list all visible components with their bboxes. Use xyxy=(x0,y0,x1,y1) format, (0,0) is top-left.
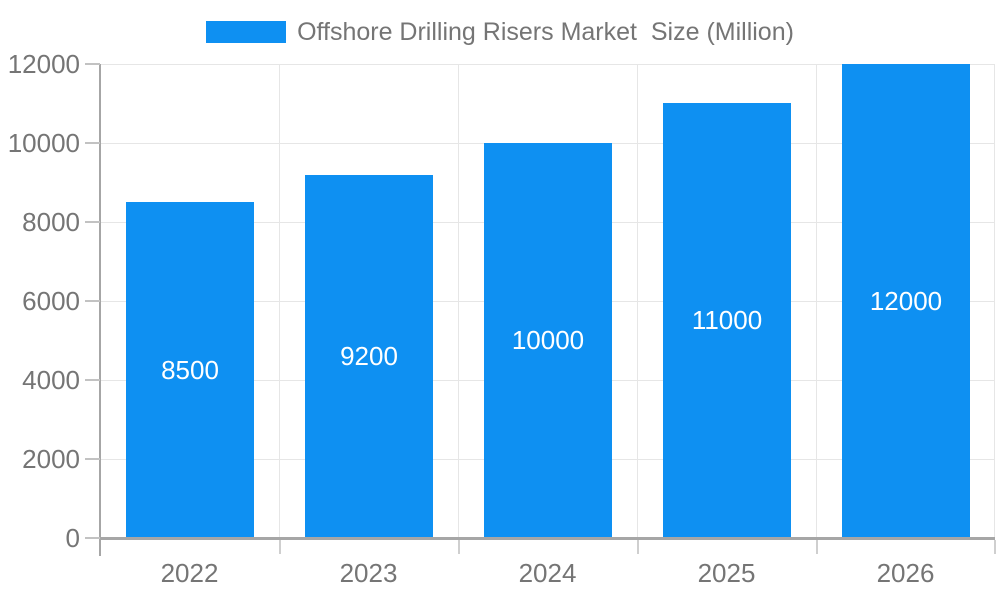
gridline-x-boundary-3 xyxy=(637,64,638,538)
bar-2025: 11000 xyxy=(663,103,791,538)
bar-value-label: 8500 xyxy=(161,354,219,385)
x-axis-label: 2024 xyxy=(518,558,577,588)
y-axis-label: 10000 xyxy=(7,128,80,158)
y-tick-6000 xyxy=(85,300,100,302)
y-axis-label: 0 xyxy=(65,523,80,553)
x-axis-label: 2023 xyxy=(339,558,398,588)
y-axis-label: 12000 xyxy=(7,49,80,79)
y-axis-label: 6000 xyxy=(22,286,80,316)
y-tick-0 xyxy=(85,537,100,539)
y-tick-2000 xyxy=(85,458,100,460)
legend-swatch xyxy=(206,21,287,43)
bar-2024: 10000 xyxy=(484,143,612,538)
legend: Offshore Drilling Risers Market Size (Mi… xyxy=(0,16,1000,48)
legend-label: Offshore Drilling Risers Market Size (Mi… xyxy=(297,17,794,46)
x-axis-label: 2022 xyxy=(160,558,219,588)
plot-area: 8500 9200 10000 11000 12000 xyxy=(100,63,995,538)
y-tick-10000 xyxy=(85,142,100,144)
gridline-x-boundary-5 xyxy=(994,64,995,538)
gridline-x-boundary-4 xyxy=(816,64,817,538)
x-tick-4 xyxy=(816,540,818,554)
gridline-y-12000 xyxy=(100,63,995,65)
y-tick-12000 xyxy=(85,63,100,65)
gridline-x-boundary-1 xyxy=(279,64,280,538)
y-tick-4000 xyxy=(85,379,100,381)
gridline-x-boundary-2 xyxy=(458,64,459,538)
bar-value-label: 12000 xyxy=(869,285,943,316)
bar-2022: 8500 xyxy=(126,202,254,538)
x-axis-line xyxy=(100,537,995,540)
bar-value-label: 11000 xyxy=(691,305,763,335)
y-axis-label: 4000 xyxy=(22,365,80,395)
y-axis-label: 2000 xyxy=(22,444,80,474)
bar-value-label: 10000 xyxy=(511,325,585,355)
bar-value-label: 9200 xyxy=(340,341,398,371)
x-tick-1 xyxy=(279,540,281,554)
y-axis-label: 8000 xyxy=(22,207,80,237)
x-tick-5 xyxy=(994,540,996,554)
bar-2026: 12000 xyxy=(842,64,970,538)
x-tick-3 xyxy=(637,540,639,554)
x-axis-label: 2025 xyxy=(697,558,756,588)
x-tick-2 xyxy=(458,540,460,554)
y-axis-line xyxy=(99,64,101,556)
y-tick-8000 xyxy=(85,221,100,223)
bar-2023: 9200 xyxy=(305,175,433,538)
x-axis-label: 2026 xyxy=(876,558,935,588)
